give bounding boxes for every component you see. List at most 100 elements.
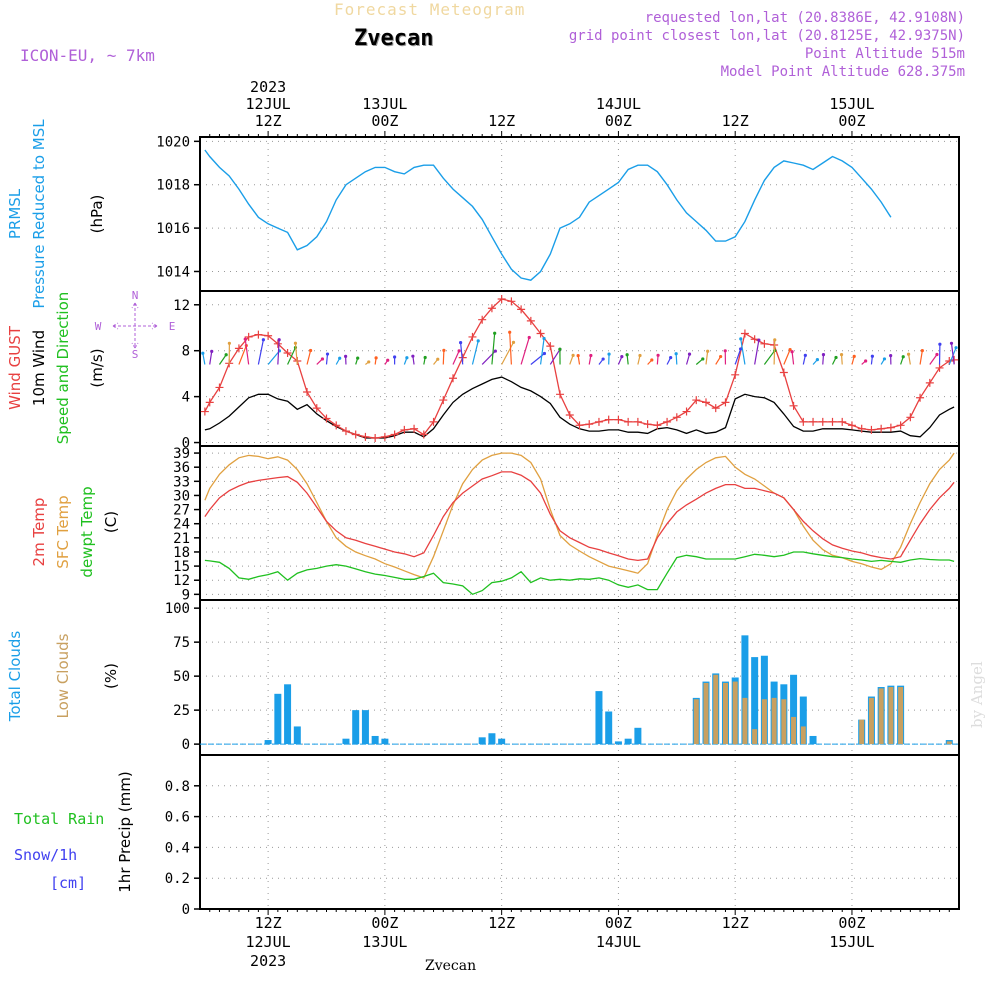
y-tick-label: 27 — [173, 503, 190, 519]
gust-marker — [653, 421, 662, 430]
gust-marker — [760, 339, 769, 348]
y-tick-label: 4 — [182, 390, 190, 406]
wind-arrow-head — [949, 341, 954, 345]
gust-marker — [273, 339, 282, 348]
wind-arrow-head — [308, 348, 313, 353]
time-label-bottom: 00Z — [371, 914, 398, 932]
gust-marker — [254, 330, 263, 339]
wind-arrow-head — [589, 353, 593, 358]
gust-marker — [740, 329, 749, 338]
wind-direction-arrow — [442, 350, 445, 365]
wind-arrow-head — [864, 359, 868, 363]
snow-unit-label: [cm] — [50, 874, 86, 892]
gust-marker — [303, 388, 312, 397]
time-label-top: 12Z — [722, 112, 749, 130]
y-tick-label: 36 — [173, 460, 190, 476]
y-tick-label: 0.4 — [165, 840, 190, 856]
total-cloud-bar — [264, 740, 272, 745]
wind-arrow-head — [405, 356, 409, 360]
low-cloud-bar — [878, 688, 884, 745]
time-label-bottom: 00Z — [605, 914, 632, 932]
gust-marker — [604, 415, 613, 424]
wind-direction-arrow — [257, 339, 264, 365]
time-label-top: 00Z — [371, 112, 398, 130]
gust-marker — [556, 390, 565, 399]
wind-arrow-head — [542, 351, 547, 356]
gust-marker — [468, 332, 477, 341]
gust-marker — [410, 424, 419, 433]
wind-direction-axis-title: Speed and Direction — [54, 292, 72, 445]
gust-marker — [575, 421, 584, 430]
time-label-top: 12JUL — [246, 95, 291, 113]
wind-arrow-head — [227, 341, 231, 345]
gust-marker — [205, 398, 214, 407]
gust-marker — [721, 398, 730, 407]
wind-arrow-head — [790, 350, 794, 354]
gust-marker — [896, 421, 905, 430]
gust-marker — [546, 342, 555, 351]
wind-arrow-head — [542, 336, 546, 341]
gust-marker — [877, 424, 886, 433]
total-cloud-bar — [342, 738, 350, 745]
y-tick-label: 0.6 — [165, 810, 190, 826]
wind-direction-arrow — [705, 351, 709, 365]
wind-direction-arrow — [907, 354, 911, 365]
wind-arrow-head — [821, 353, 826, 357]
gust-marker — [614, 415, 623, 424]
wind-gust-line — [204, 298, 955, 439]
time-label-top: 00Z — [605, 112, 632, 130]
wind-direction-arrow — [452, 350, 460, 365]
gust-marker — [419, 430, 428, 439]
gust-marker — [244, 332, 253, 341]
time-label-bottom: 00Z — [838, 914, 865, 932]
time-label-top: 15JUL — [829, 95, 874, 113]
gust-marker — [283, 349, 292, 357]
gust-marker — [624, 417, 633, 426]
wind-arrow-head — [442, 348, 446, 352]
y-tick-label: 12 — [173, 573, 190, 589]
time-label-top: 12Z — [255, 112, 282, 130]
gust-marker — [449, 374, 457, 383]
total-cloud-bar — [371, 735, 379, 745]
wind-arrow-head — [210, 349, 214, 353]
wind-direction-arrow — [549, 349, 561, 365]
pressure-unit-label: (hPa) — [88, 195, 106, 234]
low-cloud-bar — [703, 682, 709, 745]
panel-frame — [199, 445, 960, 601]
gust-marker — [789, 401, 798, 410]
wind-arrow-head — [576, 353, 580, 358]
wind-arrow-head — [457, 349, 461, 353]
gust-marker — [565, 411, 574, 419]
gust-marker — [585, 420, 594, 429]
wind-direction-arrow — [202, 353, 206, 365]
time-label-bottom: 15JUL — [829, 933, 874, 951]
low-cloud-bar — [732, 681, 738, 745]
y-tick-label: 9 — [182, 587, 190, 603]
total-cloud-bar — [624, 738, 632, 745]
gust-marker — [312, 404, 321, 413]
compass-south: S — [132, 348, 139, 361]
time-label-bottom: 14JUL — [596, 933, 641, 951]
wind-direction-arrow — [569, 355, 574, 365]
gust-marker — [332, 421, 341, 430]
gust-marker — [847, 421, 856, 430]
low-clouds-axis-title: Low Clouds — [54, 633, 72, 718]
wind-direction-arrow — [626, 354, 629, 365]
panel-frame — [199, 754, 960, 910]
y-tick-label: 30 — [173, 488, 190, 504]
gust-marker — [682, 407, 691, 416]
wind-arrow-head — [920, 349, 924, 353]
gust-marker — [692, 396, 701, 405]
wind-arrow-head — [436, 357, 440, 361]
sfc-temp-line — [204, 452, 955, 579]
low-cloud-bar — [742, 697, 748, 745]
wind-arrow-head — [723, 349, 727, 353]
y-tick-label: 0 — [182, 902, 190, 918]
wind-arrow-head — [571, 353, 575, 357]
low-cloud-bar — [868, 697, 874, 745]
wind-arrow-head — [674, 352, 678, 356]
y-tick-label: 0.8 — [165, 779, 190, 795]
y-tick-label: 1016 — [156, 221, 190, 237]
gust-marker — [478, 315, 487, 324]
